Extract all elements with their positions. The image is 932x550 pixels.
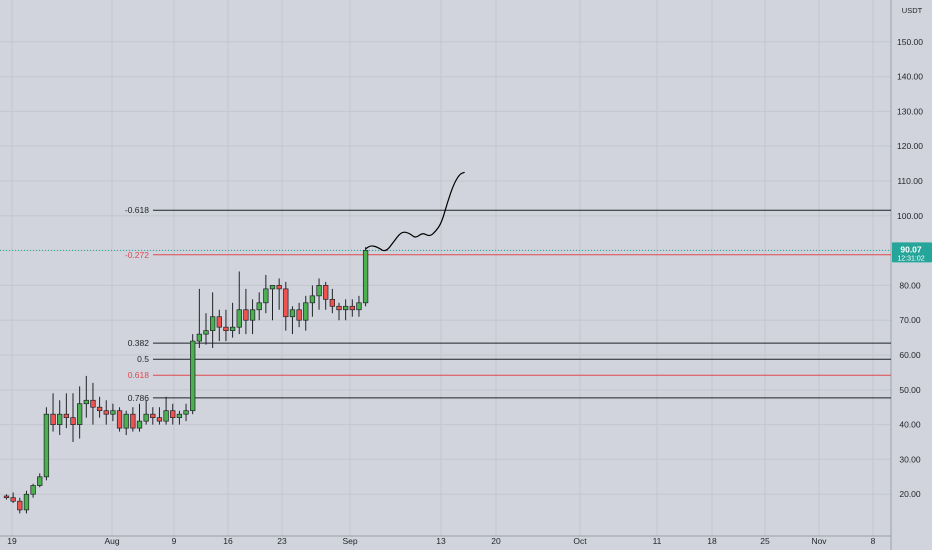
y-tick-label: 150.00 [897,37,923,47]
last-price-label: 90.07 [900,244,922,254]
candle[interactable] [216,316,222,328]
candle[interactable] [316,285,322,297]
candle[interactable] [57,413,63,425]
candle[interactable] [10,497,16,502]
candle[interactable] [143,413,149,422]
candle[interactable] [43,413,50,478]
candle[interactable] [50,413,56,425]
y-tick-label: 30.00 [899,454,921,464]
candle[interactable] [269,285,276,290]
candle[interactable] [263,288,269,304]
y-tick-label: 80.00 [899,280,921,290]
x-tick-label: Oct [573,536,587,546]
candle[interactable] [210,316,216,331]
candle[interactable] [243,309,249,321]
candle[interactable] [362,250,369,304]
candle[interactable] [196,333,203,342]
candle[interactable] [309,295,316,304]
x-tick-label: Nov [811,536,827,546]
candle[interactable] [176,413,183,419]
y-tick-label: 60.00 [899,350,921,360]
x-tick-label: 16 [223,536,233,546]
x-tick-label: 19 [7,536,17,546]
candle[interactable] [249,309,256,321]
candle[interactable] [63,413,70,419]
y-tick-label: 50.00 [899,385,921,395]
fib-level-label: 0.786 [128,393,150,403]
y-tick-label: 110.00 [897,176,923,186]
candle[interactable] [156,417,163,422]
candle[interactable] [303,302,309,321]
candle[interactable] [103,410,109,415]
y-tick-label: 40.00 [899,420,921,430]
candle[interactable] [90,399,96,408]
y-tick-label: 130.00 [897,106,923,116]
candle[interactable] [136,420,143,429]
x-tick-label: 9 [172,536,177,546]
candle[interactable] [289,309,296,318]
plot-area [0,0,891,536]
candle[interactable] [203,330,209,335]
y-tick-label: 70.00 [899,315,921,325]
fib-level-label: 0.618 [128,370,150,380]
candle[interactable] [123,413,129,429]
candle[interactable] [336,305,342,311]
candle[interactable] [23,493,30,511]
candle[interactable] [150,413,156,419]
candle[interactable] [163,410,169,422]
candle[interactable] [349,305,355,311]
candle[interactable] [170,410,176,419]
x-tick-label: 25 [760,536,770,546]
candle[interactable] [83,399,89,405]
x-tick-label: Sep [342,536,357,546]
candle[interactable] [70,417,76,425]
last-price-badge [892,242,932,263]
y-tick-label: 100.00 [897,211,923,221]
price-axis[interactable] [891,0,932,550]
candle[interactable] [236,309,242,328]
candle[interactable] [223,326,229,331]
candle[interactable] [190,340,196,412]
y-tick-label: 140.00 [897,72,923,82]
candle[interactable] [3,495,10,499]
fib-level-label: 0.382 [128,338,150,348]
y-tick-label: 120.00 [897,141,923,151]
candle[interactable] [30,485,36,495]
x-tick-label: 20 [491,536,501,546]
x-tick-label: 11 [653,536,662,546]
x-tick-label: 23 [277,536,287,546]
candle[interactable] [116,410,123,429]
candle[interactable] [37,476,43,486]
y-tick-label: 20.00 [899,489,921,499]
candle[interactable] [229,326,236,331]
candle[interactable] [356,302,362,311]
candle[interactable] [110,410,116,415]
candle[interactable] [296,309,302,321]
candle[interactable] [183,410,189,415]
x-tick-label: 8 [871,536,876,546]
candle[interactable] [283,288,289,318]
candle[interactable] [323,285,329,300]
x-tick-label: Aug [104,536,119,546]
x-tick-label: 18 [707,536,717,546]
candle[interactable] [76,403,83,425]
candle[interactable] [130,413,136,429]
fib-level-label: 0.5 [137,354,149,364]
x-tick-label: 13 [436,536,446,546]
fib-level-label: -0.618 [125,205,149,215]
candle[interactable] [329,298,335,307]
candle[interactable] [276,285,282,290]
candle[interactable] [343,305,349,311]
candle[interactable] [256,302,262,311]
fib-level-label: -0.272 [125,250,149,260]
candle[interactable] [96,406,103,412]
currency-label: USDT [902,6,923,15]
candle[interactable] [17,500,23,511]
countdown-label: 12:31:02 [897,255,924,262]
projection-path[interactable] [365,171,465,252]
